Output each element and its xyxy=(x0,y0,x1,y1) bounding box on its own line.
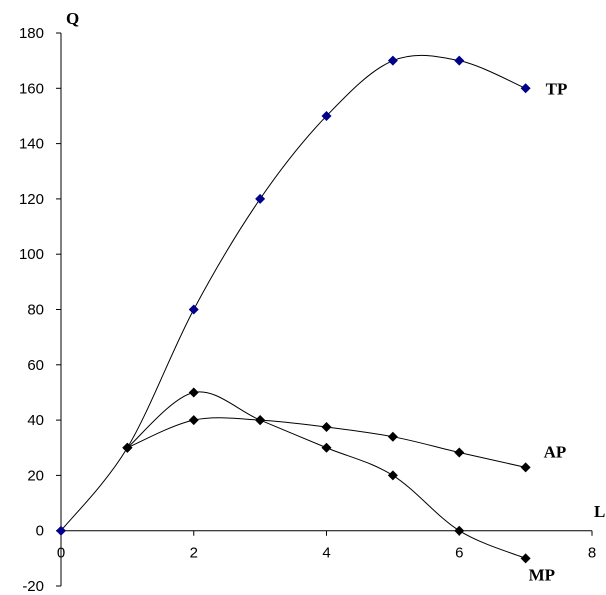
y-tick-label: 40 xyxy=(27,412,44,429)
y-tick-label: 60 xyxy=(27,357,44,374)
data-point-ap xyxy=(188,415,199,426)
data-point-tp xyxy=(255,193,266,204)
x-axis-label: L xyxy=(594,502,605,521)
x-tick-label: 2 xyxy=(190,545,198,562)
y-tick-label: 20 xyxy=(27,467,44,484)
data-point-ap xyxy=(387,431,398,442)
series-label-ap: AP xyxy=(544,442,567,461)
data-point-mp xyxy=(387,470,398,481)
y-tick-label: 120 xyxy=(19,191,44,208)
data-point-ap xyxy=(454,447,465,458)
data-point-mp xyxy=(188,387,199,398)
series-labels: TP AP MP xyxy=(529,79,568,584)
x-tick-label: 6 xyxy=(455,545,463,562)
x-tick-label: 4 xyxy=(322,545,330,562)
series-lines xyxy=(60,54,526,559)
data-point-mp xyxy=(454,525,465,536)
data-point-mp xyxy=(122,442,133,453)
y-tick-label: 100 xyxy=(19,246,44,263)
series-line-tp xyxy=(60,54,526,532)
y-tick-label: 0 xyxy=(36,523,44,540)
data-point-tp xyxy=(387,55,398,66)
data-point-tp xyxy=(520,83,531,94)
data-point-tp xyxy=(454,55,465,66)
y-tick-label: 180 xyxy=(19,25,44,42)
y-axis-label: Q xyxy=(66,9,79,28)
y-tick-label: 160 xyxy=(19,80,44,97)
y-tick-label: 80 xyxy=(27,302,44,319)
y-tick-label: 140 xyxy=(19,136,44,153)
data-point-ap xyxy=(520,462,531,473)
data-point-ap xyxy=(321,422,332,433)
data-point-mp xyxy=(255,415,266,426)
series-markers xyxy=(56,55,531,564)
data-point-mp xyxy=(321,442,332,453)
data-point-tp xyxy=(188,304,199,315)
data-point-tp xyxy=(321,110,332,121)
ticks: -20 0 20 40 60 80 100 120 140 160 180 0 2 4 6 8 xyxy=(19,25,596,595)
series-label-tp: TP xyxy=(546,79,568,98)
y-tick-label: -20 xyxy=(22,578,44,595)
data-point-mp xyxy=(520,553,531,564)
data-point-tp xyxy=(56,525,66,536)
series-label-mp: MP xyxy=(529,565,555,584)
x-tick-label: 0 xyxy=(57,545,65,562)
x-tick-label: 8 xyxy=(588,545,596,562)
